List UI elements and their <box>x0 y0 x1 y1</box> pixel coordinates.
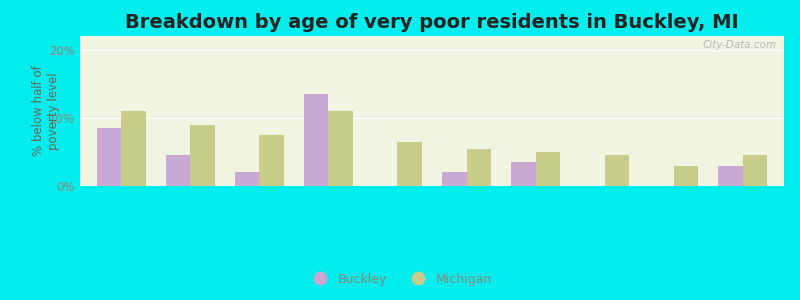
Bar <box>442 172 466 186</box>
Bar <box>98 128 122 186</box>
Bar <box>304 94 329 186</box>
Y-axis label: % below half of
poverty level: % below half of poverty level <box>32 66 60 156</box>
Text: City-Data.com: City-Data.com <box>703 40 777 50</box>
Bar <box>259 135 284 186</box>
Bar <box>329 111 353 186</box>
Bar <box>398 142 422 186</box>
Bar <box>466 148 490 186</box>
Legend: Buckley, Michigan: Buckley, Michigan <box>303 268 497 291</box>
Bar <box>190 124 214 186</box>
Bar <box>166 155 190 186</box>
Bar <box>742 155 766 186</box>
Title: Breakdown by age of very poor residents in Buckley, MI: Breakdown by age of very poor residents … <box>125 13 739 32</box>
Bar <box>718 166 742 186</box>
Bar <box>122 111 146 186</box>
Bar <box>535 152 560 186</box>
Bar <box>674 166 698 186</box>
Bar <box>235 172 259 186</box>
Bar <box>605 155 629 186</box>
Bar <box>511 162 535 186</box>
